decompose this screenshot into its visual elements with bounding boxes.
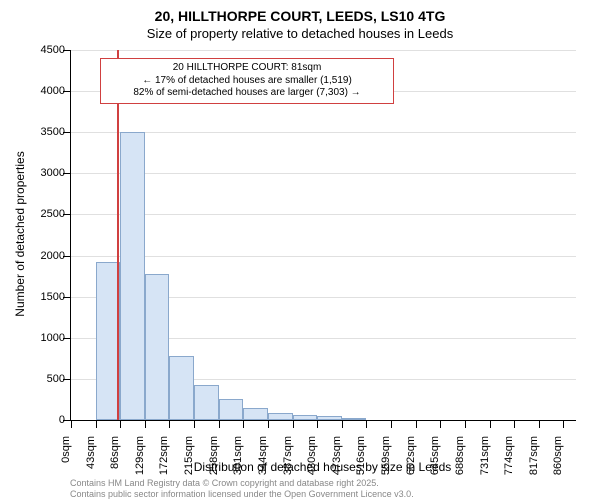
x-tick xyxy=(391,420,392,428)
histogram-bar xyxy=(293,415,318,420)
histogram-bar xyxy=(243,408,268,420)
y-tick-label: 500 xyxy=(15,373,65,385)
footer-note: Contains HM Land Registry data © Crown c… xyxy=(70,478,414,500)
y-tick-label: 0 xyxy=(15,414,65,426)
x-tick xyxy=(219,420,220,428)
histogram-bar xyxy=(268,413,293,420)
footer-line-1: Contains HM Land Registry data © Crown c… xyxy=(70,478,414,489)
x-tick xyxy=(169,420,170,428)
x-tick xyxy=(514,420,515,428)
grid-line xyxy=(71,173,576,174)
x-tick xyxy=(96,420,97,428)
x-tick xyxy=(416,420,417,428)
y-tick-label: 3500 xyxy=(15,126,65,138)
grid-line xyxy=(71,214,576,215)
histogram-bar xyxy=(194,385,219,420)
x-tick xyxy=(317,420,318,428)
footer-line-2: Contains public sector information licen… xyxy=(70,489,414,500)
y-tick-label: 3000 xyxy=(15,167,65,179)
x-tick xyxy=(490,420,491,428)
chart-title-sub: Size of property relative to detached ho… xyxy=(0,26,600,41)
grid-line xyxy=(71,256,576,257)
y-tick-label: 2000 xyxy=(15,250,65,262)
chart-title-main: 20, HILLTHORPE COURT, LEEDS, LS10 4TG xyxy=(0,8,600,24)
chart-container: 20, HILLTHORPE COURT, LEEDS, LS10 4TG Si… xyxy=(0,0,600,500)
x-tick xyxy=(194,420,195,428)
x-tick xyxy=(243,420,244,428)
histogram-bar xyxy=(145,274,170,420)
y-tick-label: 4000 xyxy=(15,85,65,97)
x-tick xyxy=(539,420,540,428)
histogram-bar xyxy=(120,132,145,420)
x-tick xyxy=(268,420,269,428)
x-tick xyxy=(145,420,146,428)
y-tick-label: 1000 xyxy=(15,332,65,344)
histogram-bar xyxy=(169,356,194,420)
y-axis-label: Number of detached properties xyxy=(13,134,27,334)
x-tick xyxy=(465,420,466,428)
grid-line xyxy=(71,50,576,51)
annotation-box: 20 HILLTHORPE COURT: 81sqm← 17% of detac… xyxy=(100,58,394,104)
histogram-bar xyxy=(317,416,342,420)
grid-line xyxy=(71,132,576,133)
y-tick-label: 2500 xyxy=(15,208,65,220)
histogram-bar xyxy=(342,418,367,420)
x-tick xyxy=(342,420,343,428)
property-marker-line xyxy=(117,50,119,420)
x-tick xyxy=(71,420,72,428)
histogram-bar xyxy=(219,399,244,420)
x-tick xyxy=(440,420,441,428)
y-tick-label: 1500 xyxy=(15,291,65,303)
annotation-line: 20 HILLTHORPE COURT: 81sqm xyxy=(107,62,387,75)
x-tick xyxy=(120,420,121,428)
x-tick xyxy=(563,420,564,428)
plot-area xyxy=(70,50,576,421)
y-tick-label: 4500 xyxy=(15,44,65,56)
annotation-line: ← 17% of detached houses are smaller (1,… xyxy=(107,75,387,88)
x-tick xyxy=(366,420,367,428)
x-tick xyxy=(293,420,294,428)
annotation-line: 82% of semi-detached houses are larger (… xyxy=(107,87,387,100)
